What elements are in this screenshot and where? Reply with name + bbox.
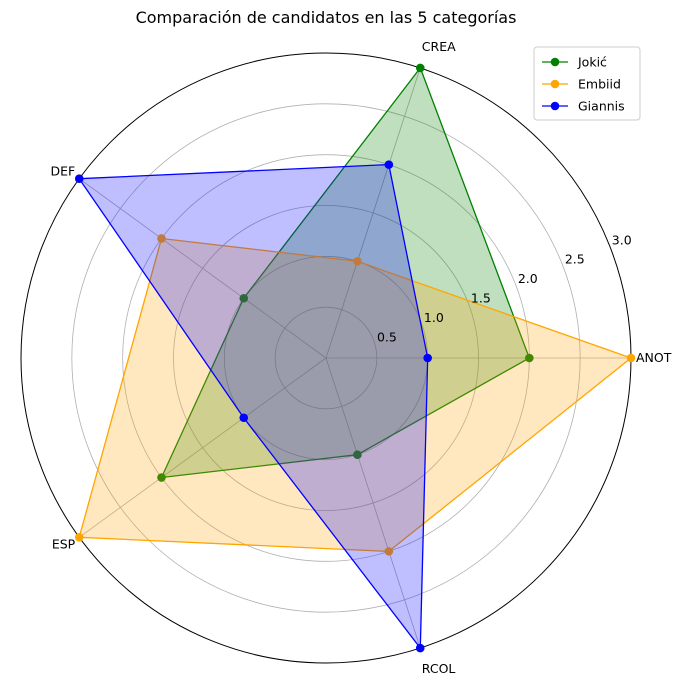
category-label-esp: ESP [52, 536, 76, 551]
radial-tick-label-1.5: 1.5 [471, 291, 491, 306]
series-1-point-anot [525, 353, 534, 363]
series-line-3 [78, 163, 429, 649]
radial-tick-label-0.5: 0.5 [377, 330, 397, 345]
series-2-point-esp [74, 532, 84, 542]
grid-spoke-esp [79, 357, 327, 538]
legend-marker-3 [550, 101, 560, 111]
series-line-1 [160, 67, 530, 479]
series-1-point-esp [157, 473, 166, 482]
series-2-point-def [157, 234, 166, 243]
series-1-point-rcol [353, 450, 362, 459]
chart-title: Comparación de candidatos en las 5 categ… [135, 8, 517, 27]
series-3-point-crea [384, 160, 394, 169]
series-2-point-crea [353, 257, 362, 266]
series-fill-2 [79, 238, 631, 552]
legend-label-2: Embiid [578, 77, 621, 92]
category-label-def: DEF [50, 164, 75, 179]
legend-marker-1 [550, 57, 560, 67]
category-label-rcol: RCOL [422, 661, 456, 676]
radial-tick-label-2.0: 2.0 [518, 271, 538, 286]
radial-tick-label-1.0: 1.0 [424, 310, 444, 325]
series-fill-3 [79, 164, 428, 649]
series-fill-1 [161, 67, 530, 478]
series-3-point-esp [239, 413, 249, 423]
series-2-point-anot [626, 353, 636, 363]
radial-tick-label-2.5: 2.5 [565, 252, 585, 267]
legend-marker-2 [550, 79, 560, 89]
grid-spoke-rcol [325, 357, 421, 649]
legend-label-1: Jokić [577, 55, 607, 70]
series-3-point-def [74, 174, 84, 184]
legend-box [533, 46, 641, 121]
series-1-point-crea [415, 63, 425, 73]
grid-spoke-def [79, 178, 327, 359]
series-1-point-def [239, 293, 249, 303]
radial-tick-label-3.0: 3.0 [612, 232, 632, 247]
series-line-2 [78, 237, 632, 553]
category-label-crea: CREA [422, 39, 456, 54]
series-3-point-rcol [415, 643, 425, 653]
category-label-anot: ANOT [636, 350, 672, 365]
grid-spoke-crea [325, 67, 421, 359]
series-2-point-rcol [384, 547, 394, 556]
legend-label-3: Giannis [578, 99, 625, 114]
series-3-point-anot [423, 353, 432, 363]
